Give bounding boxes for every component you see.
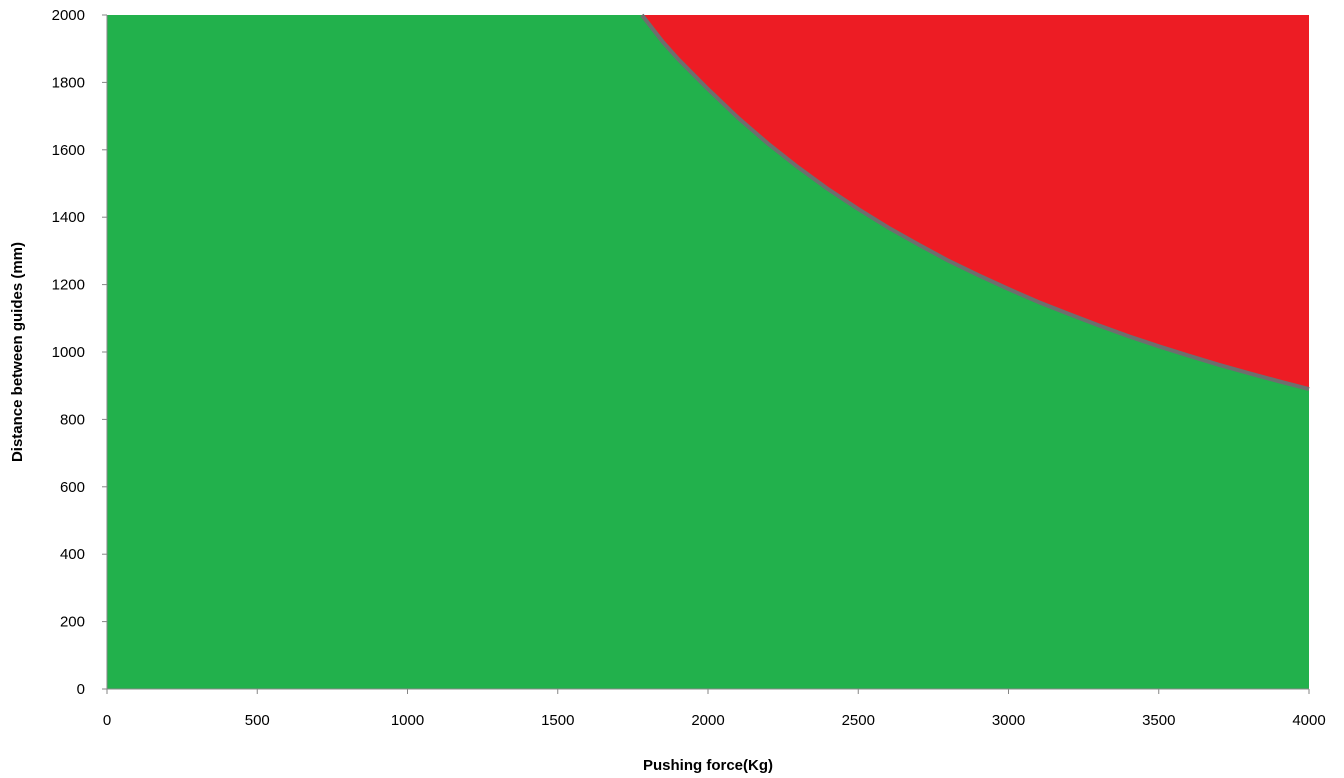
y-tick-label: 1000 <box>52 344 85 361</box>
x-tick-label: 2000 <box>691 712 724 729</box>
y-tick-label: 1200 <box>52 277 85 294</box>
y-tick-label: 0 <box>77 681 85 698</box>
unsafe-region <box>641 15 1309 390</box>
y-tick-label: 600 <box>60 479 85 496</box>
x-tick-label: 0 <box>103 712 111 729</box>
x-tick-label: 2500 <box>842 712 875 729</box>
x-axis-title: Pushing force(Kg) <box>643 757 773 774</box>
boundary-curve <box>640 13 1310 392</box>
plot-area <box>107 13 1310 689</box>
x-tick-label: 1000 <box>391 712 424 729</box>
x-tick-label: 1500 <box>541 712 574 729</box>
x-tick-label: 3000 <box>992 712 1025 729</box>
x-tick-label: 4000 <box>1292 712 1325 729</box>
y-tick-label: 2000 <box>52 7 85 24</box>
y-tick-label: 400 <box>60 546 85 563</box>
y-axis-ticks: 0 200 400 600 800 1000 1200 1400 1600 1800 2000 <box>52 7 107 698</box>
y-tick-label: 1800 <box>52 74 85 91</box>
y-tick-label: 1400 <box>52 209 85 226</box>
y-tick-label: 800 <box>60 411 85 428</box>
y-axis-title: Distance between guides (mm) <box>9 242 26 462</box>
y-tick-label: 200 <box>60 614 85 631</box>
x-tick-label: 500 <box>245 712 270 729</box>
x-tick-label: 3500 <box>1142 712 1175 729</box>
x-axis-ticks: 0 500 1000 1500 2000 2500 3000 3500 4000 <box>103 689 1326 729</box>
y-tick-label: 1600 <box>52 142 85 159</box>
